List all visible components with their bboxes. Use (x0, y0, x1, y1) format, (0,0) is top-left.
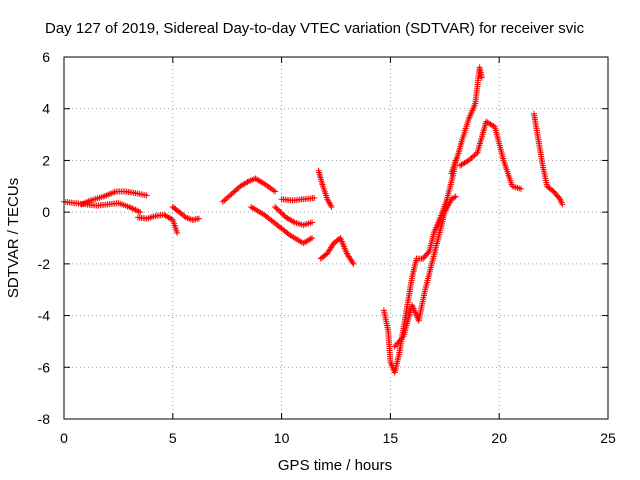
series-seg15 (531, 110, 566, 208)
data-point (468, 154, 475, 161)
data-point (465, 157, 472, 164)
data-point (274, 206, 281, 213)
y-tick-label: -2 (38, 256, 51, 272)
data-point (290, 218, 297, 225)
data-point (278, 210, 285, 217)
plot-frame (63, 56, 609, 420)
data-point (231, 188, 238, 195)
data-point (280, 211, 287, 218)
y-tick-label: 6 (42, 49, 50, 65)
series-seg9 (315, 167, 335, 210)
data-point (232, 187, 239, 194)
series-seg6 (248, 203, 316, 247)
series-seg13 (448, 64, 485, 177)
data-points (61, 64, 566, 376)
series-seg3 (134, 211, 181, 236)
y-tick-label: 0 (42, 204, 50, 220)
data-point (227, 192, 234, 199)
series-seg4 (169, 203, 202, 223)
data-point (451, 194, 458, 201)
data-point (143, 192, 150, 199)
data-point (309, 219, 316, 226)
data-point (225, 193, 232, 200)
data-point (470, 153, 477, 160)
x-tick-label: 5 (169, 430, 177, 446)
data-point (277, 209, 284, 216)
data-point (276, 207, 283, 214)
x-tick-label: 0 (60, 430, 68, 446)
data-point (234, 185, 241, 192)
data-point (230, 189, 237, 196)
data-point (195, 215, 202, 222)
series-seg8 (278, 194, 318, 204)
data-point (471, 152, 478, 159)
data-point (478, 74, 485, 81)
data-point (311, 194, 318, 201)
data-point (137, 209, 144, 216)
y-tick-label: 2 (42, 152, 50, 168)
x-tick-label: 25 (600, 430, 616, 446)
series-seg5 (219, 175, 279, 205)
x-tick-label: 10 (274, 430, 290, 446)
x-tick-label: 20 (491, 430, 507, 446)
data-point (174, 229, 181, 236)
data-point (285, 231, 292, 238)
data-point (307, 235, 314, 242)
y-tick-label: -4 (38, 308, 51, 324)
data-point (259, 179, 266, 186)
chart-title: Day 127 of 2019, Sidereal Day-to-day VTE… (45, 20, 585, 37)
data-point (272, 188, 279, 195)
data-point (222, 196, 229, 203)
data-point (221, 197, 228, 204)
data-point (219, 198, 226, 205)
data-point (244, 178, 251, 185)
y-tick-label: -6 (38, 359, 51, 375)
x-tick-label: 15 (383, 430, 399, 446)
data-point (517, 185, 524, 192)
data-point (224, 194, 231, 201)
series-seg10 (317, 235, 357, 267)
y-axis-title: SDTVAR / TECUs (5, 178, 22, 298)
data-point (309, 235, 316, 241)
data-point (273, 205, 280, 212)
data-point (349, 259, 356, 266)
series-seg14 (457, 118, 524, 192)
series-seg2 (78, 188, 150, 208)
grid (64, 57, 608, 419)
data-point (467, 156, 474, 163)
x-axis-title: GPS time / hours (278, 457, 392, 474)
data-point (272, 203, 279, 210)
series-seg7 (272, 203, 316, 229)
data-point (399, 334, 406, 341)
data-point (228, 191, 235, 198)
data-point (350, 260, 357, 267)
data-point (556, 194, 563, 201)
series-seg12 (391, 193, 459, 350)
y-tick-label: -8 (38, 411, 51, 427)
axis-ticks: 0 5 10 15 20 25 -8 -6 -4 -2 0 2 4 6 (38, 49, 616, 446)
data-point (425, 249, 432, 256)
y-tick-label: 4 (42, 101, 50, 117)
data-point (559, 201, 566, 208)
data-point (328, 203, 335, 210)
data-point (452, 193, 459, 200)
data-point (472, 150, 479, 157)
